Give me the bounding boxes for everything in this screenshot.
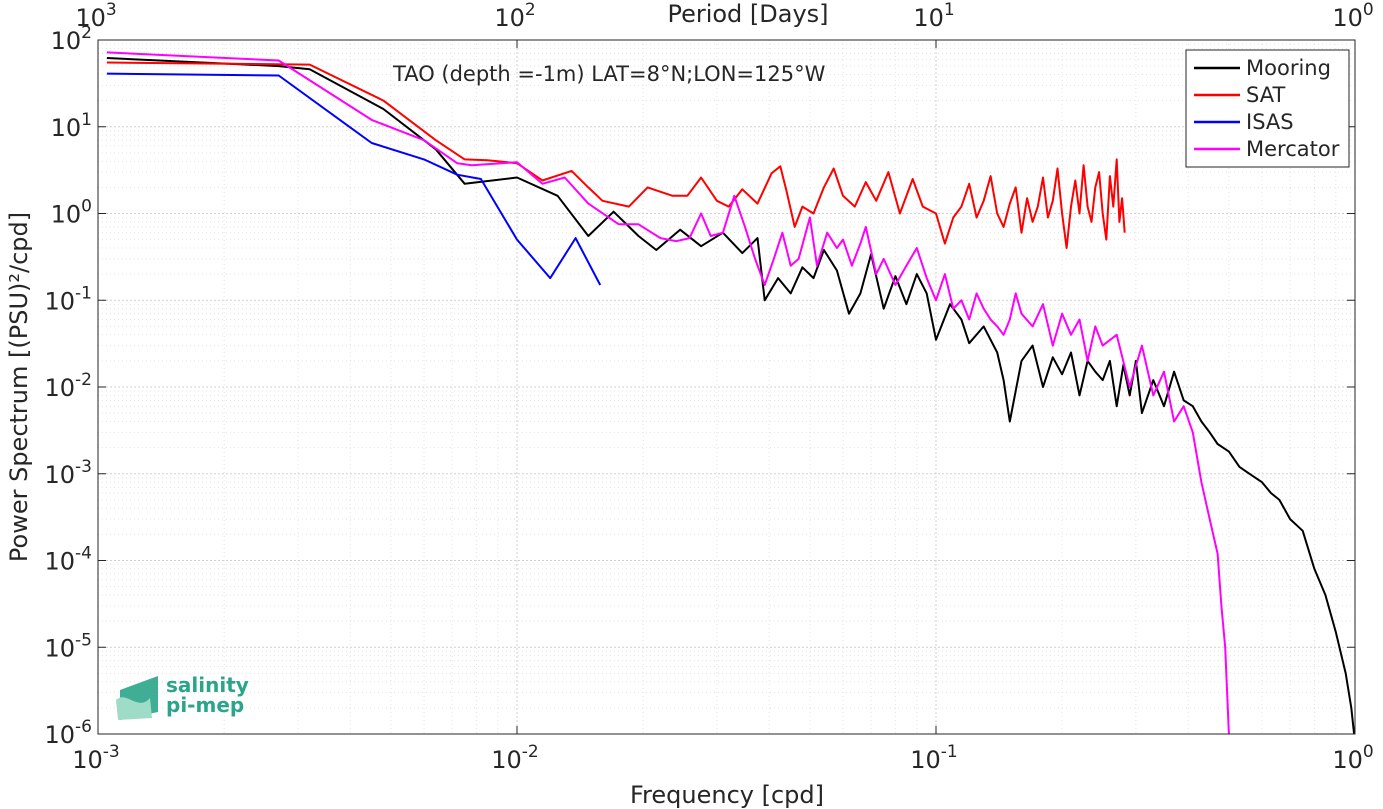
logo-wave-icon-light	[116, 697, 152, 720]
logo-text-line2: pi-mep	[166, 693, 244, 717]
legend: Mooring SAT ISAS Mercator	[1185, 49, 1350, 168]
grid-lines	[97, 40, 1355, 735]
x-tick-label: 10-3	[72, 742, 120, 774]
top-tick-label: 103	[75, 0, 116, 32]
y-tick-label: 101	[51, 110, 92, 142]
y-axis-title: Power Spectrum [(PSU)²/cpd]	[5, 212, 33, 562]
x-tick-label: 100	[1332, 742, 1373, 774]
series-line-mooring	[106, 57, 1356, 735]
y-tick-label: 10-2	[45, 370, 93, 402]
y-tick-label: 10-3	[45, 457, 93, 489]
logo: salinity pi-mep	[116, 673, 249, 720]
top-axis-title: Period [Days]	[667, 0, 828, 28]
series-lines	[106, 51, 1356, 735]
series-line-mercator	[106, 51, 1230, 735]
top-tick-label: 102	[494, 0, 535, 32]
top-tick-label: 101	[913, 0, 954, 32]
logo-text-line1: salinity	[166, 673, 249, 697]
legend-label-mooring: Mooring	[1246, 56, 1331, 80]
y-tick-label: 10-5	[45, 630, 93, 662]
y-tick-label: 100	[51, 197, 92, 229]
legend-label-mercator: Mercator	[1246, 137, 1340, 161]
top-tick-label: 100	[1332, 0, 1373, 32]
x-axis-title: Frequency [cpd]	[630, 781, 824, 809]
y-tick-label: 10-1	[45, 283, 93, 315]
series-line-isas	[106, 72, 602, 286]
y-tick-label: 10-4	[45, 544, 93, 576]
legend-label-sat: SAT	[1246, 83, 1285, 107]
legend-box	[1185, 49, 1350, 168]
y-tick-label: 10-6	[45, 717, 93, 749]
y-tick-label: 102	[51, 23, 92, 55]
chart-annotation: TAO (depth =-1m) LAT=8°N;LON=125°W	[392, 62, 826, 86]
legend-label-isas: ISAS	[1246, 110, 1294, 134]
x-tick-label: 10-1	[910, 742, 958, 774]
series-line-sat	[106, 61, 1126, 249]
x-tick-label: 10-2	[491, 742, 539, 774]
